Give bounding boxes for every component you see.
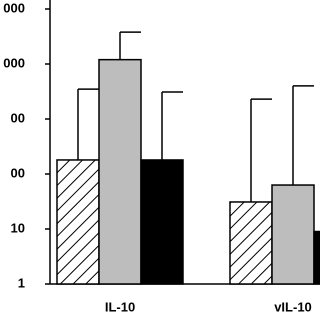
y-tick-label: 000 xyxy=(3,55,25,70)
bar xyxy=(271,184,315,285)
bar xyxy=(56,159,100,285)
bar xyxy=(313,230,320,285)
y-tick-label: 1 xyxy=(18,275,25,290)
bar xyxy=(140,159,184,285)
x-tick-label: IL-10 xyxy=(105,299,135,314)
y-tick-label: 00 xyxy=(11,165,25,180)
y-tick-label: 00 xyxy=(11,110,25,125)
bar xyxy=(98,58,142,285)
y-tick-label: 10 xyxy=(11,220,25,235)
bar xyxy=(229,201,273,285)
x-tick-label: vIL-10 xyxy=(274,299,312,314)
y-tick-label: 000 xyxy=(3,0,25,15)
